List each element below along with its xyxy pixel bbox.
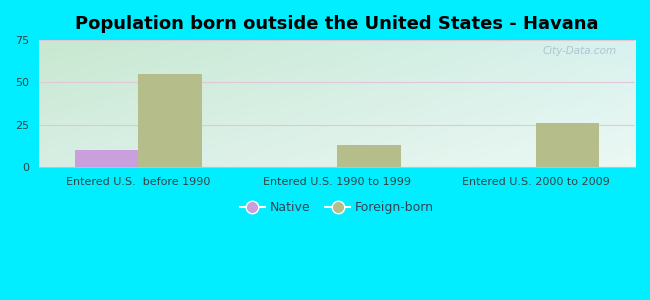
Legend: Native, Foreign-born: Native, Foreign-born bbox=[235, 196, 439, 219]
Bar bbox=[536, 123, 599, 167]
Bar bbox=[138, 74, 202, 167]
Bar bbox=[75, 150, 138, 167]
Title: Population born outside the United States - Havana: Population born outside the United State… bbox=[75, 15, 599, 33]
Text: City-Data.com: City-Data.com bbox=[543, 46, 617, 56]
Bar bbox=[337, 145, 400, 167]
